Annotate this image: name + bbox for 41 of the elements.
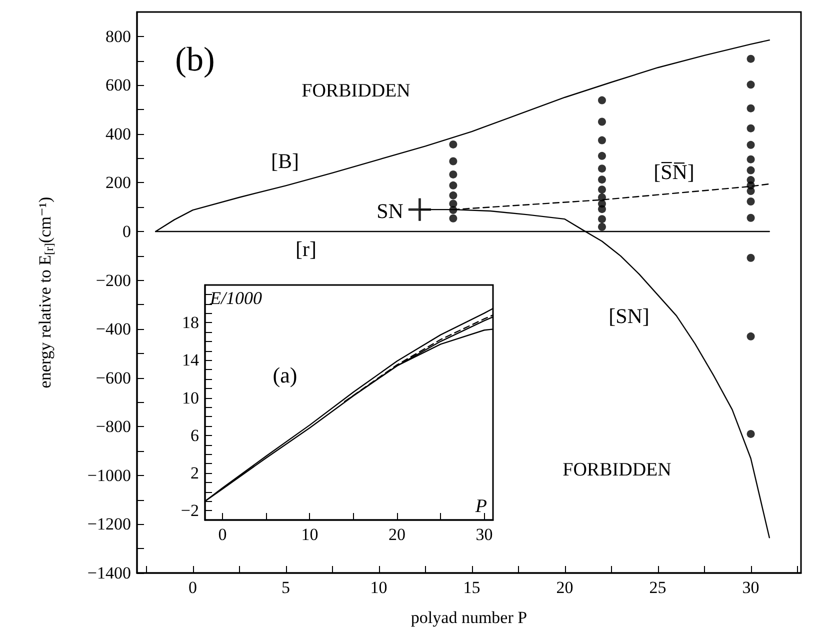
x-tick-label: 20 <box>556 578 574 597</box>
annotation: FORBIDDEN <box>562 460 672 480</box>
y-axis-title: E/1000 <box>209 288 262 308</box>
x-tick-label: 30 <box>742 578 760 597</box>
annotation: SN <box>376 199 404 223</box>
y-tick-label: −1200 <box>87 514 131 534</box>
x-tick-label: 25 <box>649 578 666 597</box>
x-tick-label: 10 <box>301 525 318 544</box>
y-tick-label: 18 <box>182 313 199 332</box>
annotation: [SN] <box>608 304 650 328</box>
x-tick-label: 20 <box>388 525 406 544</box>
y-tick-label: −600 <box>96 368 131 388</box>
annotation: [S̅N̅] <box>654 160 694 184</box>
x-axis-title: P <box>474 496 488 517</box>
y-tick-label: 6 <box>190 426 199 445</box>
annotation: (a) <box>272 362 298 388</box>
x-tick-label: 5 <box>282 578 290 597</box>
x-tick-label: 0 <box>218 525 227 544</box>
y-tick-label: 14 <box>182 350 200 370</box>
annotation: [r] <box>296 237 316 261</box>
annotation: [B] <box>271 149 299 173</box>
y-tick-label: 800 <box>106 26 131 46</box>
y-tick-label: −200 <box>96 270 131 290</box>
annotation: FORBIDDEN <box>302 80 411 102</box>
annotation: (b) <box>175 42 215 78</box>
y-axis-title: energy relative to E[r](cm⁻¹) <box>36 196 56 388</box>
y-tick-label: 10 <box>182 388 199 408</box>
y-tick-label: 2 <box>190 464 199 482</box>
y-tick-label: −800 <box>96 417 131 436</box>
y-tick-label: −2 <box>180 501 199 520</box>
y-tick-label: 0 <box>122 222 131 242</box>
y-tick-label: 600 <box>106 76 131 95</box>
x-tick-label: 10 <box>370 578 388 597</box>
y-tick-label: 200 <box>106 173 131 192</box>
y-tick-label: −1000 <box>87 466 131 485</box>
x-tick-label: 30 <box>476 525 493 544</box>
y-tick-label: −400 <box>96 320 131 339</box>
x-tick-label: 15 <box>463 578 480 597</box>
x-axis-title: polyad number P <box>410 608 528 627</box>
y-tick-label: −1400 <box>87 564 131 582</box>
y-tick-label: 400 <box>106 124 131 144</box>
